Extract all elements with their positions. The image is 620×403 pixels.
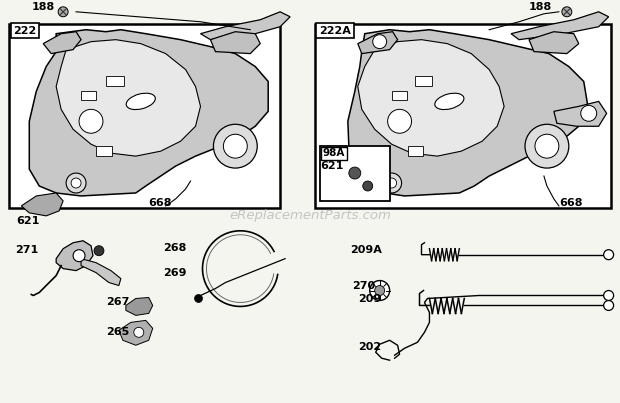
Bar bbox=[315, 24, 611, 208]
Polygon shape bbox=[119, 320, 153, 345]
Bar bbox=[320, 146, 389, 201]
Polygon shape bbox=[348, 30, 589, 196]
Circle shape bbox=[66, 173, 86, 193]
Circle shape bbox=[134, 327, 144, 337]
Circle shape bbox=[525, 124, 569, 168]
Circle shape bbox=[71, 178, 81, 188]
Text: 271: 271 bbox=[16, 245, 38, 255]
Circle shape bbox=[223, 134, 247, 158]
Circle shape bbox=[382, 173, 402, 193]
Ellipse shape bbox=[126, 93, 156, 110]
Text: 222: 222 bbox=[14, 26, 37, 36]
Text: 267: 267 bbox=[106, 297, 130, 307]
Polygon shape bbox=[43, 32, 81, 54]
Circle shape bbox=[604, 250, 614, 260]
Circle shape bbox=[374, 286, 384, 295]
Polygon shape bbox=[210, 32, 260, 54]
Text: 209A: 209A bbox=[350, 245, 382, 255]
Bar bbox=[9, 24, 280, 208]
Polygon shape bbox=[345, 156, 382, 179]
Text: eReplacementParts.com: eReplacementParts.com bbox=[229, 209, 391, 222]
Bar bbox=[407, 146, 423, 156]
Text: 188: 188 bbox=[529, 2, 552, 12]
Text: 270: 270 bbox=[352, 280, 375, 291]
Bar bbox=[96, 146, 112, 156]
Bar bbox=[81, 91, 96, 100]
Circle shape bbox=[94, 246, 104, 256]
Circle shape bbox=[195, 295, 203, 303]
Circle shape bbox=[370, 280, 389, 301]
Circle shape bbox=[535, 134, 559, 158]
Bar bbox=[392, 91, 407, 100]
Polygon shape bbox=[358, 39, 504, 156]
Circle shape bbox=[79, 109, 103, 133]
Circle shape bbox=[581, 105, 596, 121]
Bar bbox=[415, 77, 432, 87]
Circle shape bbox=[388, 109, 412, 133]
Circle shape bbox=[58, 7, 68, 17]
Text: 222A: 222A bbox=[319, 26, 351, 36]
Circle shape bbox=[363, 181, 373, 191]
Polygon shape bbox=[358, 32, 397, 54]
Polygon shape bbox=[21, 193, 63, 216]
Text: 98A: 98A bbox=[323, 148, 345, 158]
Ellipse shape bbox=[435, 93, 464, 110]
Polygon shape bbox=[529, 32, 578, 54]
Circle shape bbox=[73, 250, 85, 262]
Polygon shape bbox=[126, 297, 153, 316]
Text: 269: 269 bbox=[162, 268, 186, 278]
Polygon shape bbox=[554, 102, 606, 126]
Polygon shape bbox=[81, 259, 121, 286]
Text: 668: 668 bbox=[149, 198, 172, 208]
Text: 668: 668 bbox=[559, 198, 582, 208]
Text: 621: 621 bbox=[320, 161, 343, 171]
Polygon shape bbox=[56, 241, 93, 270]
Polygon shape bbox=[511, 12, 609, 39]
Text: 209: 209 bbox=[358, 295, 381, 304]
Text: 188: 188 bbox=[31, 2, 55, 12]
Circle shape bbox=[349, 167, 361, 179]
Circle shape bbox=[213, 124, 257, 168]
Circle shape bbox=[604, 301, 614, 310]
Circle shape bbox=[387, 178, 397, 188]
Bar bbox=[106, 77, 124, 87]
Circle shape bbox=[562, 7, 572, 17]
Polygon shape bbox=[200, 12, 290, 39]
Polygon shape bbox=[29, 30, 268, 196]
Text: 265: 265 bbox=[106, 327, 129, 337]
Circle shape bbox=[373, 35, 387, 49]
Text: 202: 202 bbox=[358, 342, 381, 352]
Polygon shape bbox=[56, 39, 200, 156]
Text: 621: 621 bbox=[16, 216, 40, 226]
Text: 268: 268 bbox=[162, 243, 186, 253]
Circle shape bbox=[604, 291, 614, 301]
